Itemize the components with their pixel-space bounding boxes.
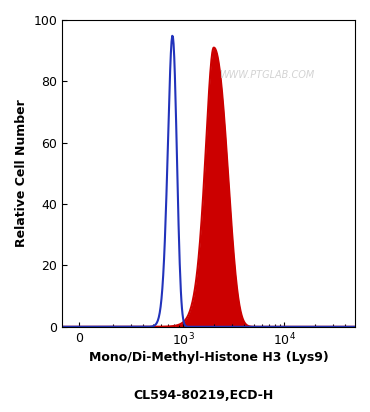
Text: CL594-80219,ECD-H: CL594-80219,ECD-H bbox=[133, 389, 274, 402]
Text: WWW.PTGLAB.COM: WWW.PTGLAB.COM bbox=[219, 70, 315, 80]
Y-axis label: Relative Cell Number: Relative Cell Number bbox=[15, 100, 28, 247]
X-axis label: Mono/Di-Methyl-Histone H3 (Lys9): Mono/Di-Methyl-Histone H3 (Lys9) bbox=[89, 351, 329, 364]
